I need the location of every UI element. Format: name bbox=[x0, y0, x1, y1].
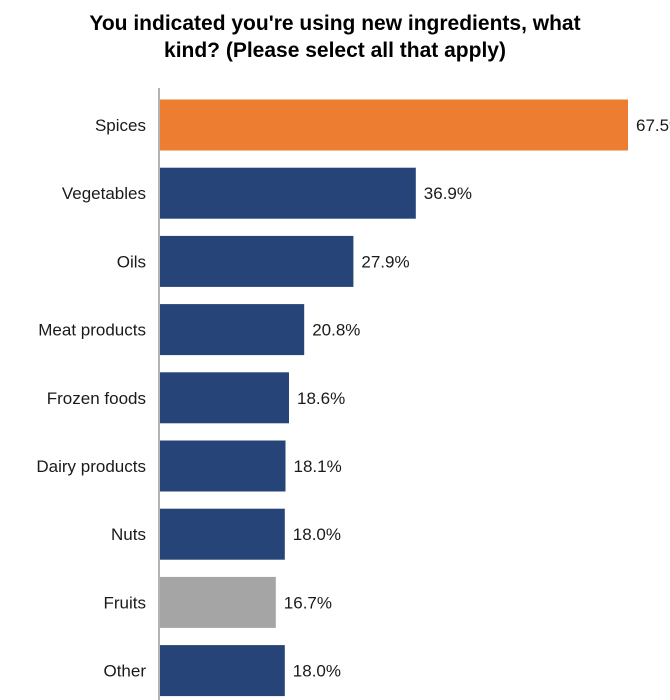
value-label-other: 18.0% bbox=[293, 662, 341, 681]
category-label-fruits: Fruits bbox=[104, 593, 147, 612]
chart-title: You indicated you're using new ingredien… bbox=[89, 12, 581, 62]
category-label-meat-products: Meat products bbox=[38, 321, 146, 340]
category-label-dairy-products: Dairy products bbox=[36, 457, 146, 476]
bar-frozen-foods bbox=[160, 372, 289, 424]
category-label-vegetables: Vegetables bbox=[62, 184, 146, 203]
bars-group: Spices 67.5% Vegetables 36.9% Oils 27.9% Meat … bbox=[36, 99, 670, 697]
value-label-spices: 67.5% bbox=[636, 116, 670, 135]
value-label-meat-products: 20.8% bbox=[312, 321, 360, 340]
bar-meat-products bbox=[160, 304, 305, 356]
value-label-nuts: 18.0% bbox=[293, 525, 341, 544]
value-label-vegetables: 36.9% bbox=[424, 184, 472, 203]
category-label-frozen-foods: Frozen foods bbox=[47, 389, 146, 408]
bar-other bbox=[160, 645, 285, 697]
category-label-oils: Oils bbox=[117, 252, 146, 271]
value-label-fruits: 16.7% bbox=[284, 593, 332, 612]
category-label-nuts: Nuts bbox=[111, 525, 146, 544]
bar-vegetables bbox=[160, 167, 416, 219]
value-label-frozen-foods: 18.6% bbox=[297, 389, 345, 408]
bar-fruits bbox=[160, 576, 276, 628]
category-label-other: Other bbox=[103, 662, 146, 681]
bar-oils bbox=[160, 235, 354, 287]
bar-dairy-products bbox=[160, 440, 286, 492]
value-label-dairy-products: 18.1% bbox=[294, 457, 342, 476]
category-label-spices: Spices bbox=[95, 116, 146, 135]
bar-spices bbox=[160, 99, 628, 151]
value-label-oils: 27.9% bbox=[361, 252, 409, 271]
bar-nuts bbox=[160, 508, 285, 560]
